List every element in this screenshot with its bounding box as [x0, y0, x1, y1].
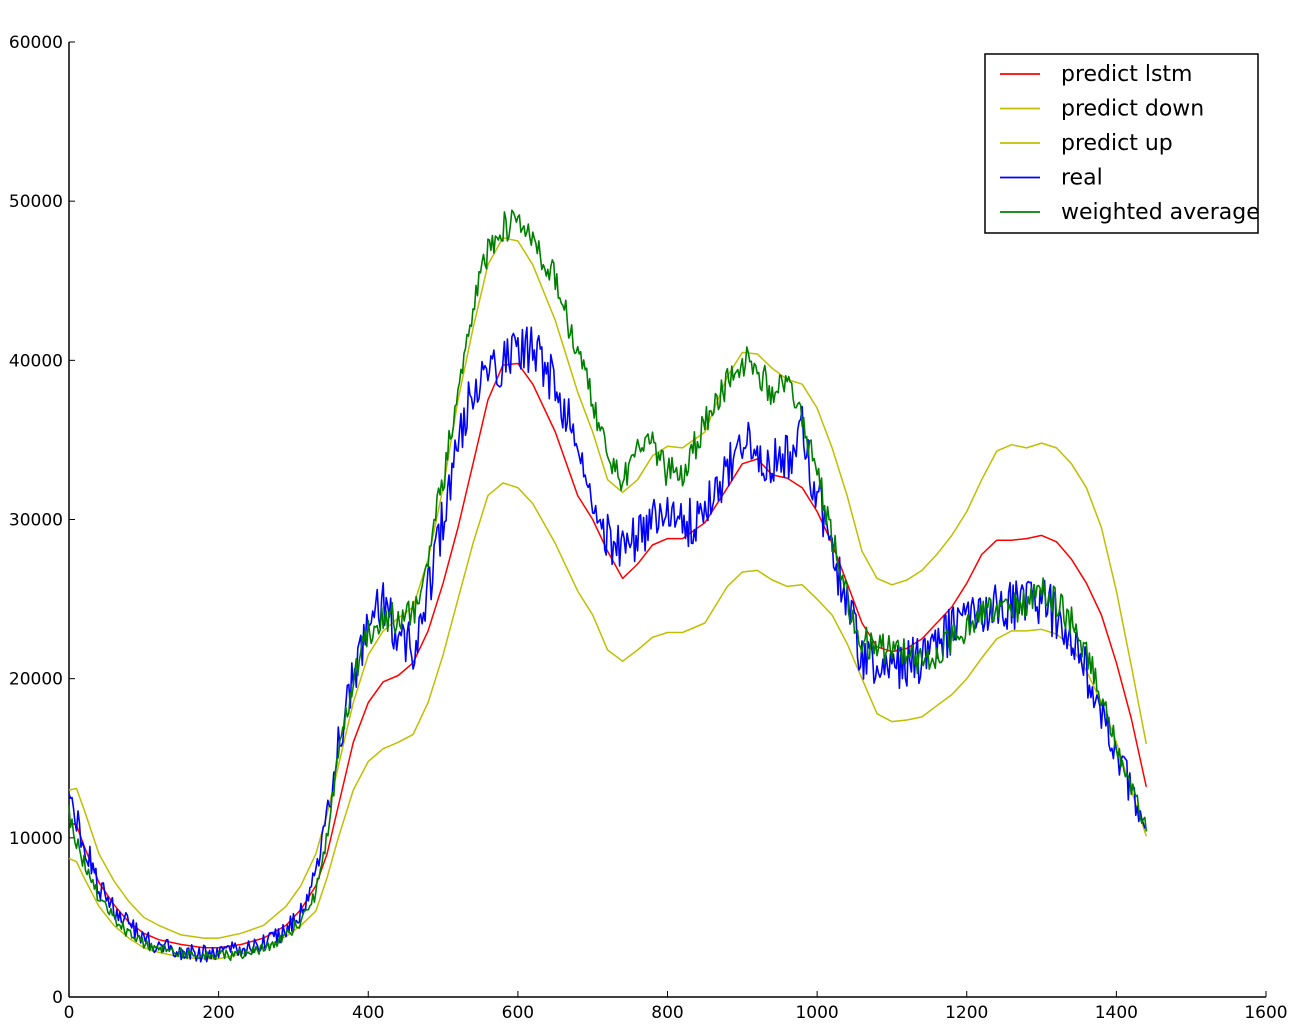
x-axis-ticks: 0 200 400 600 800 1000 1200 1400 1600 — [64, 991, 1288, 1023]
legend-label: predict up — [1061, 131, 1173, 156]
y-tick-label: 10000 — [9, 829, 63, 849]
y-tick-label: 30000 — [9, 511, 63, 531]
x-tick-label: 200 — [202, 1003, 234, 1023]
y-tick-label: 0 — [52, 988, 63, 1008]
x-tick-label: 800 — [651, 1003, 683, 1023]
series-line-weighted-average — [68, 209, 1148, 962]
y-tick-label: 40000 — [9, 351, 63, 371]
x-tick-label: 400 — [352, 1003, 384, 1023]
x-tick-label: 1000 — [795, 1003, 838, 1023]
series-line-predict-lstm — [68, 362, 1148, 949]
series-line-predict-up — [68, 237, 1148, 939]
legend-label: predict down — [1061, 97, 1204, 122]
legend-label: weighted average — [1061, 200, 1260, 225]
legend-box — [984, 53, 1259, 234]
x-tick-label: 1400 — [1095, 1003, 1138, 1023]
series-layer — [68, 209, 1148, 963]
y-tick-label: 20000 — [9, 670, 63, 690]
legend-label: predict lstm — [1061, 62, 1192, 87]
series-line-real — [68, 326, 1147, 963]
x-tick-label: 0 — [64, 1003, 75, 1023]
legend-label: real — [1061, 166, 1103, 191]
legend: predict lstm predict down predict up real we… — [984, 53, 1260, 234]
y-tick-label: 60000 — [9, 33, 63, 53]
series-line-predict-down — [68, 482, 1148, 960]
x-tick-label: 1200 — [945, 1003, 988, 1023]
y-tick-label: 50000 — [9, 192, 63, 212]
x-tick-label: 600 — [502, 1003, 534, 1023]
y-axis-ticks: 0 10000 20000 30000 40000 50000 60000 — [9, 33, 75, 1008]
x-tick-label: 1600 — [1244, 1003, 1287, 1023]
